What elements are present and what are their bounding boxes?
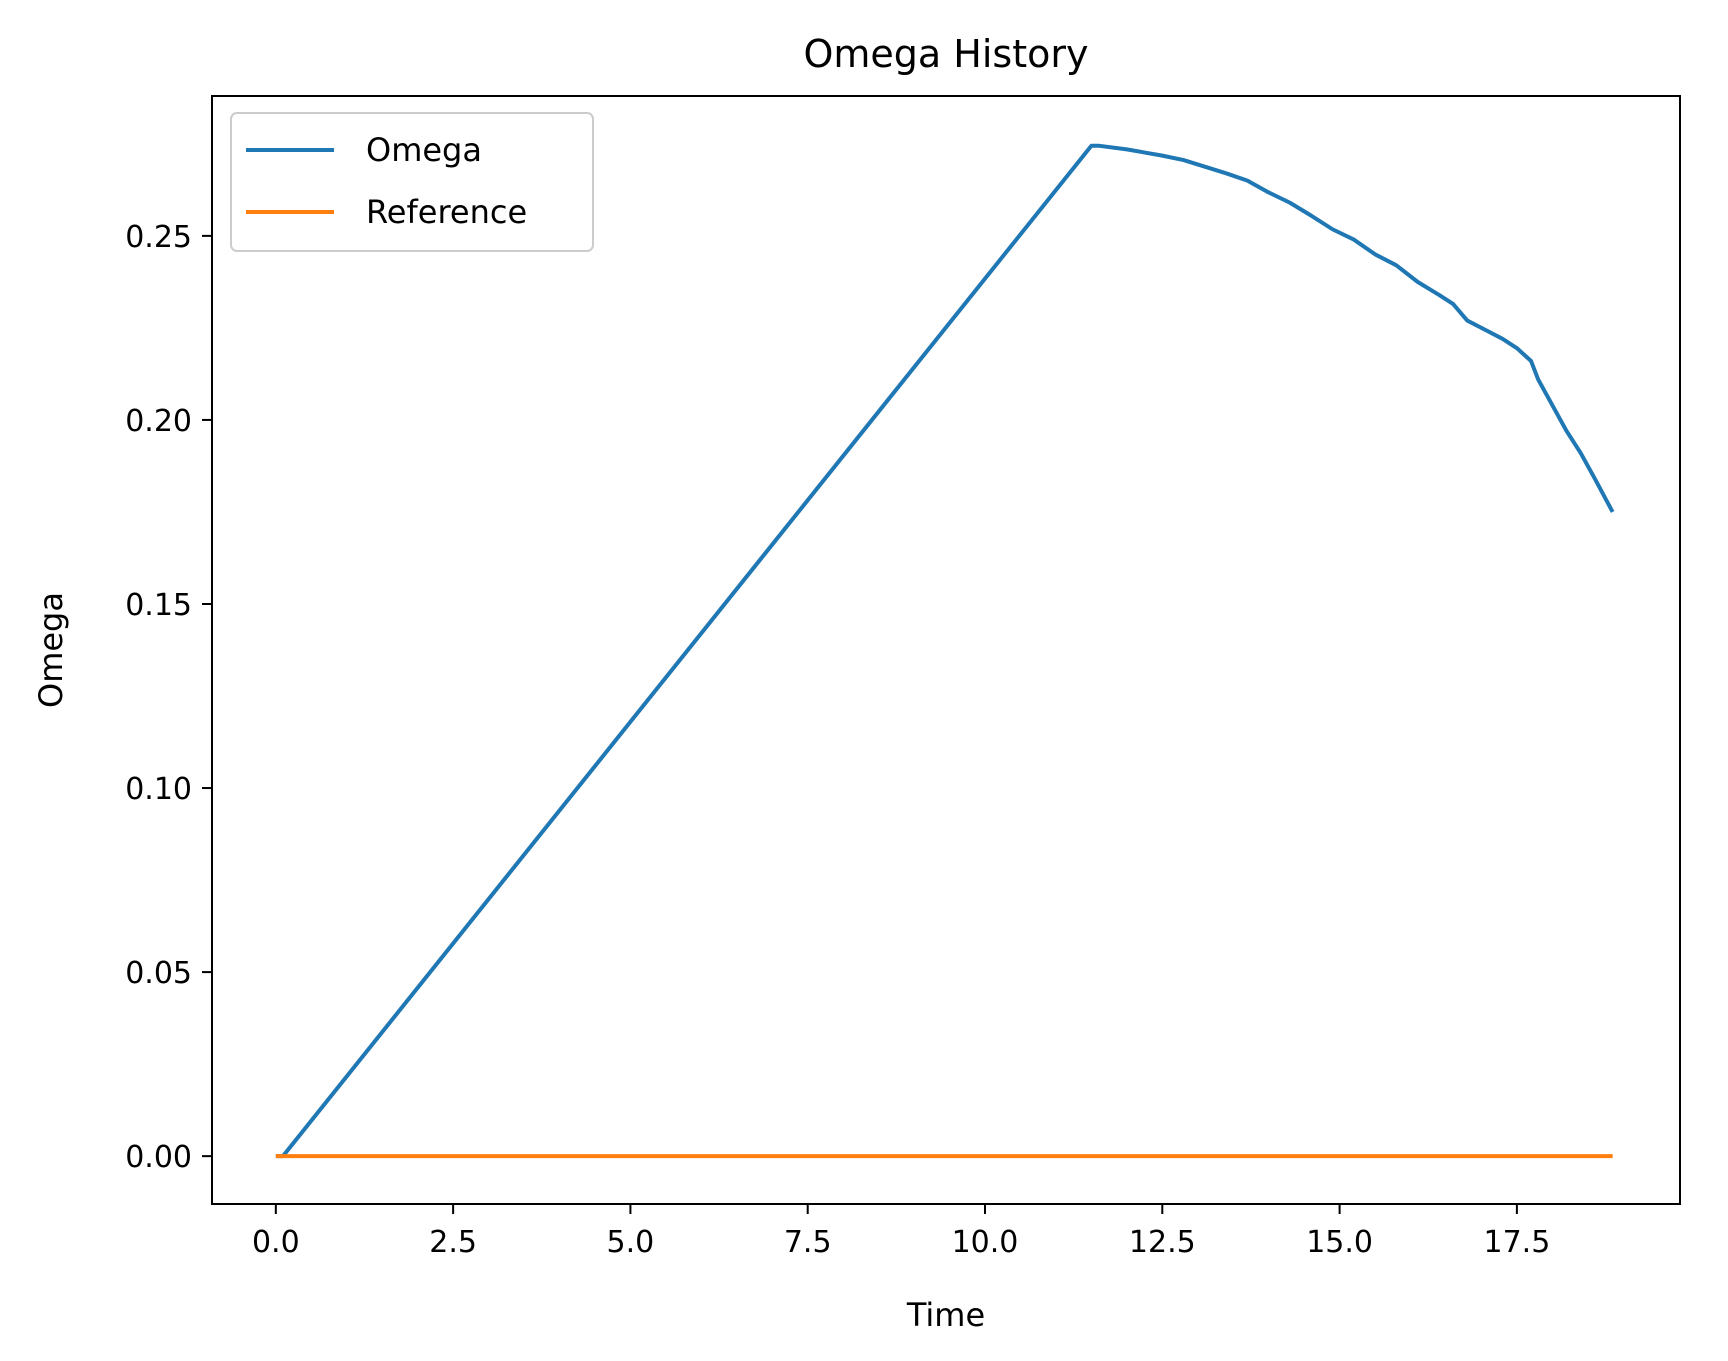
- x-tick-label: 17.5: [1483, 1225, 1550, 1260]
- legend-label-reference: Reference: [366, 193, 527, 231]
- x-tick-label: 0.0: [252, 1225, 300, 1260]
- x-tick-label: 2.5: [429, 1225, 477, 1260]
- x-tick-label: 15.0: [1306, 1225, 1373, 1260]
- x-tick-label: 5.0: [607, 1225, 655, 1260]
- y-axis-label: Omega: [32, 592, 70, 708]
- legend-box: [230, 112, 594, 252]
- x-tick-label: 7.5: [784, 1225, 832, 1260]
- x-axis-ticks: 0.0 2.5 5.0 7.5 10.0 12.5 15.0 17.5: [252, 1204, 1550, 1260]
- x-axis-label: Time: [906, 1296, 985, 1334]
- y-tick-label: 0.00: [125, 1140, 192, 1175]
- axes-background: [212, 96, 1680, 1204]
- y-tick-label: 0.10: [125, 772, 192, 807]
- y-tick-label: 0.05: [125, 956, 192, 991]
- x-tick-label: 10.0: [952, 1225, 1019, 1260]
- y-tick-label: 0.25: [125, 220, 192, 255]
- y-tick-label: 0.20: [125, 404, 192, 439]
- series-line-omega: [275, 143, 1615, 1159]
- y-tick-label: 0.15: [125, 588, 192, 623]
- legend-label-omega: Omega: [366, 131, 482, 169]
- chart-title: Omega History: [804, 32, 1089, 76]
- plot-area: [211, 95, 1681, 1205]
- axes-frame: [211, 95, 1681, 1205]
- legend: Omega Reference: [230, 112, 594, 252]
- y-axis-ticks: 0.00 0.05 0.10 0.15 0.20 0.25: [125, 220, 212, 1175]
- series-layer: [275, 143, 1615, 1159]
- x-tick-label: 12.5: [1129, 1225, 1196, 1260]
